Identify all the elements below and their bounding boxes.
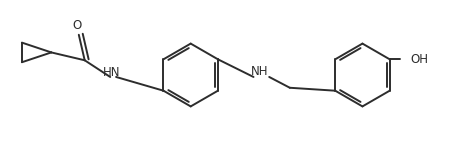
Text: O: O: [72, 20, 81, 32]
Text: NH: NH: [251, 65, 268, 78]
Text: OH: OH: [410, 53, 428, 66]
Text: HN: HN: [102, 66, 120, 79]
